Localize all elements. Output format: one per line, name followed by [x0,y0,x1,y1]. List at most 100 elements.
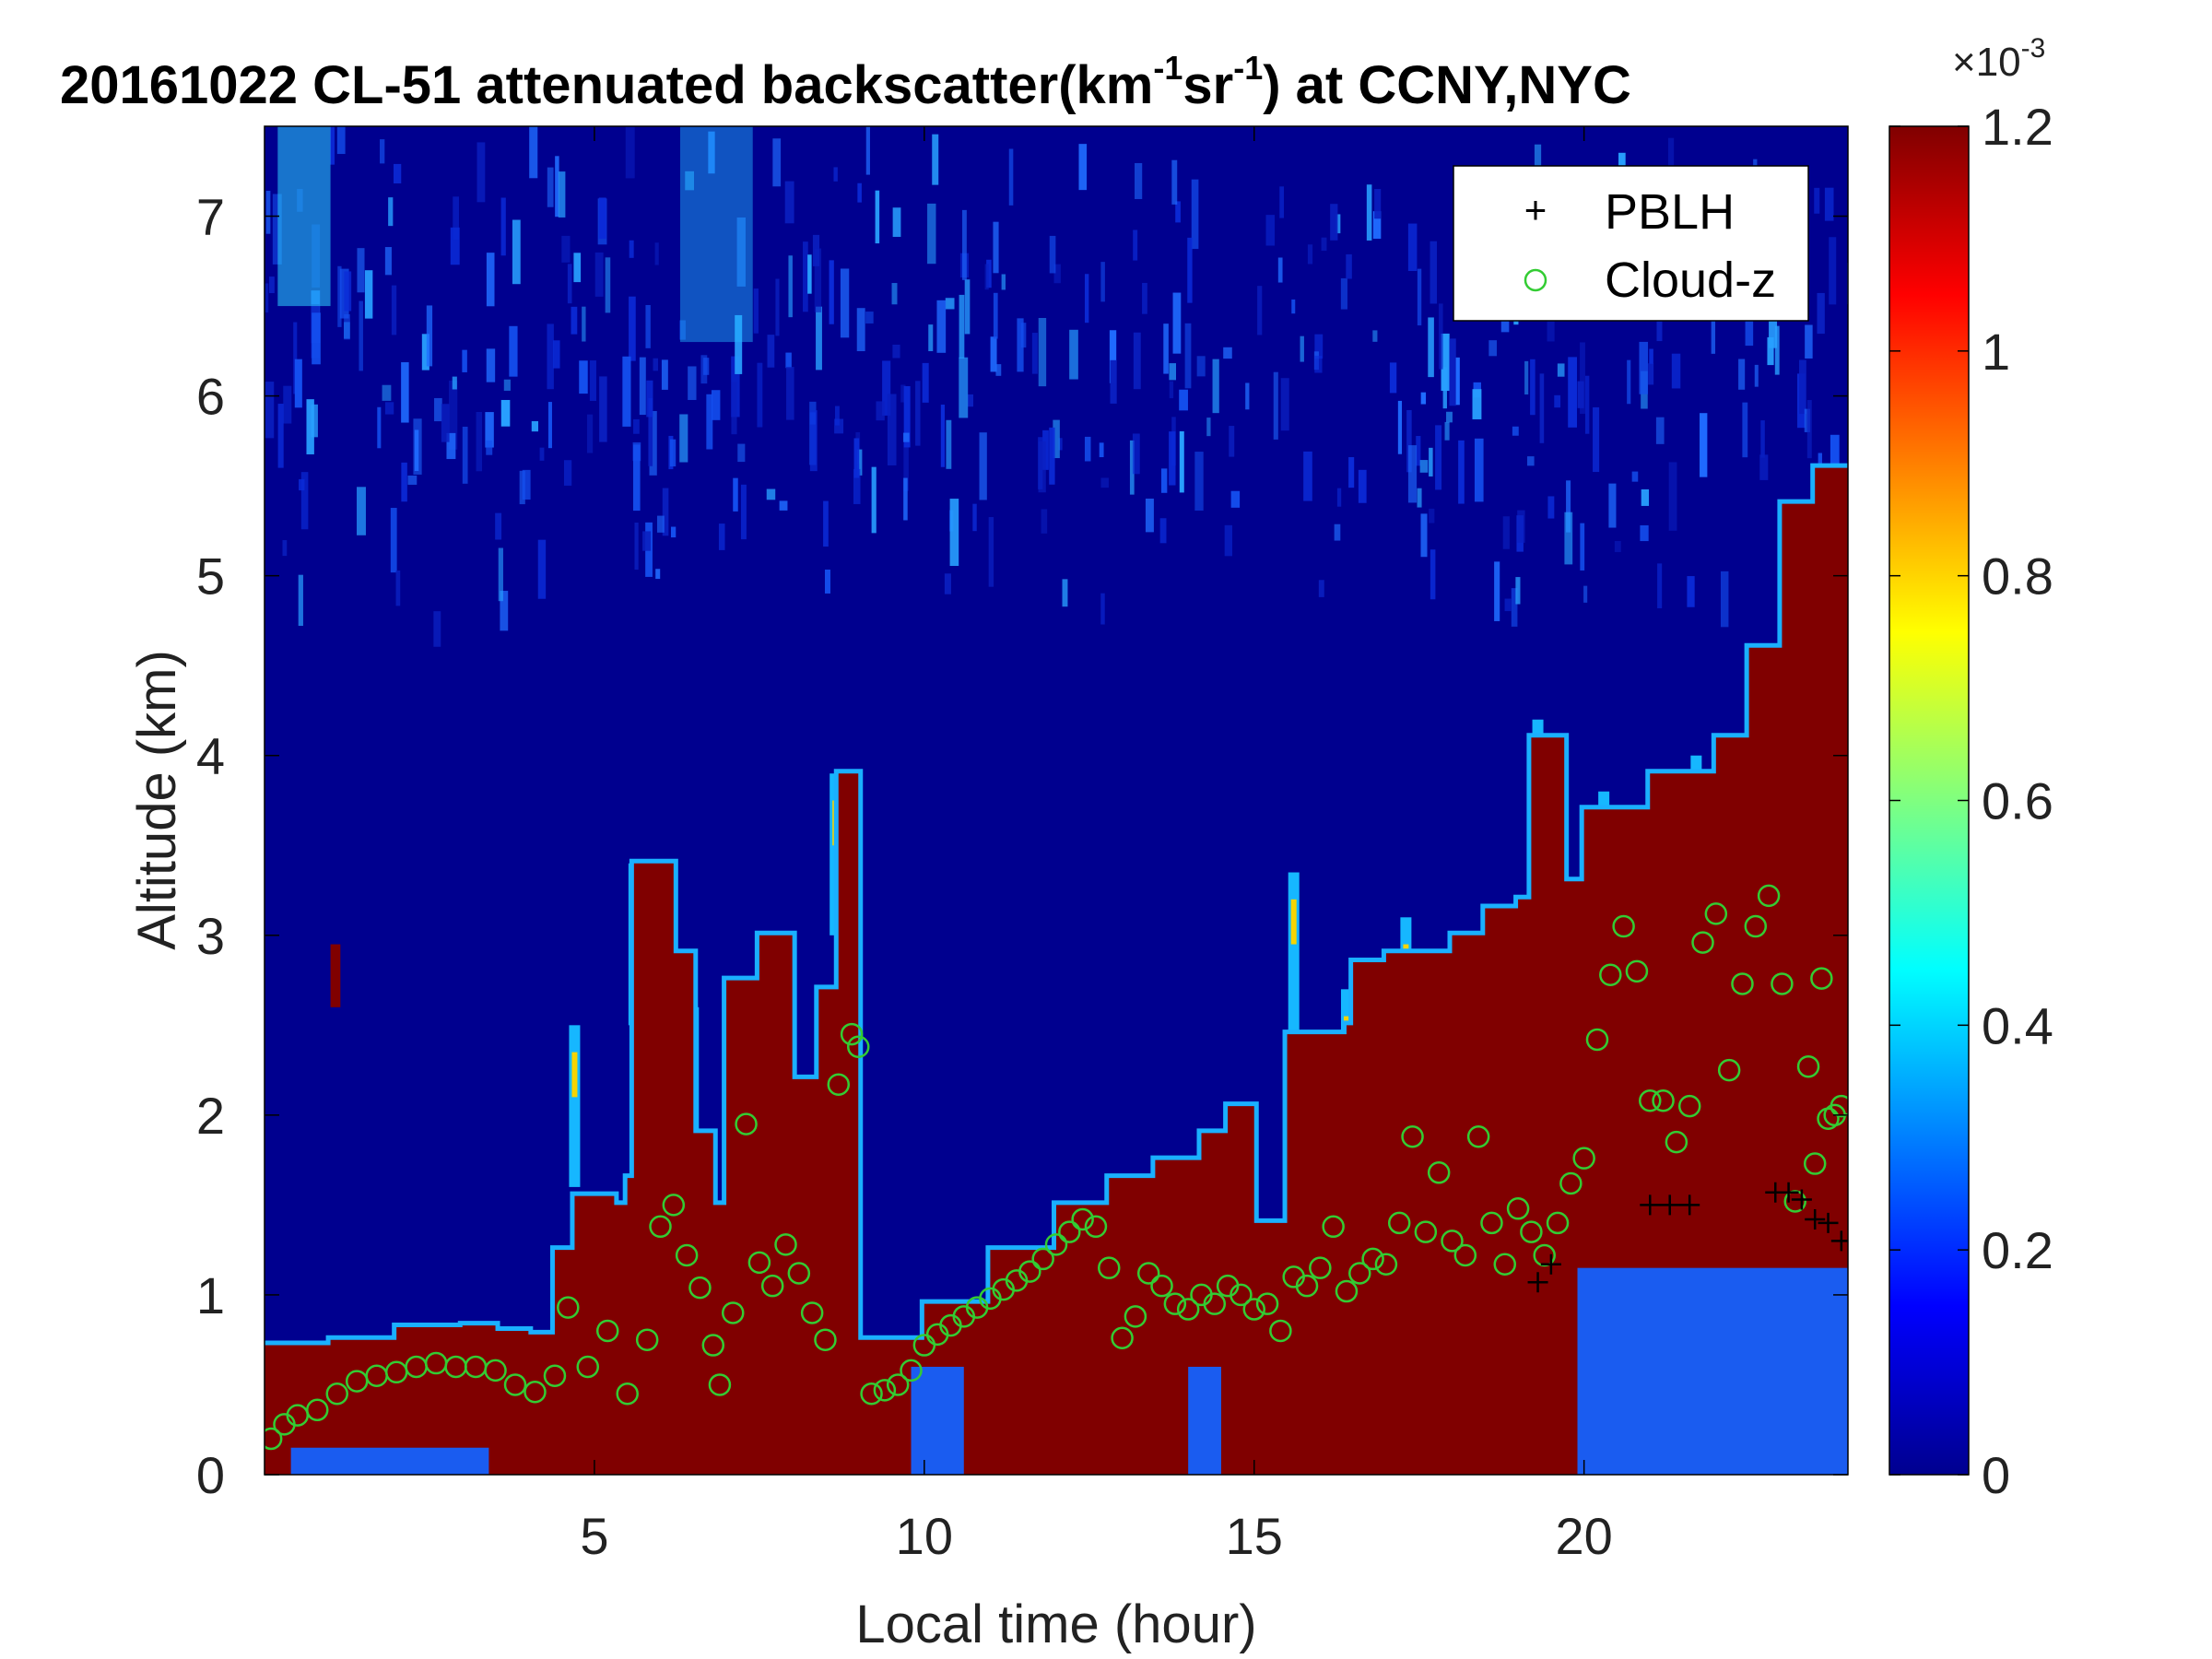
cloud-z-marker [1506,1197,1530,1220]
noise-streak [786,367,794,420]
cloud-z-marker [484,1359,507,1382]
noise-streak [486,440,493,455]
noise-streak [294,359,302,408]
noise-streak [1169,363,1177,381]
cloud-z-marker [1295,1274,1319,1298]
noise-streak [272,194,282,265]
noise-streak [856,308,865,352]
noise-streak [834,418,844,434]
noise-streak [384,247,392,276]
noise-streak [685,171,695,191]
noise-streak [298,574,303,627]
noise-streak [1335,214,1341,234]
cloud-z-marker [1652,1089,1675,1112]
cloud-z-marker [1677,1094,1701,1118]
noise-streak [718,524,725,550]
noise-streak [737,443,746,463]
noise-streak [1655,417,1665,444]
noise-streak [498,547,503,602]
noise-streak [1133,332,1141,390]
noise-streak [1372,330,1378,342]
noise-streak [414,429,419,472]
legend-cloud-marker [1524,268,1547,292]
noise-streak [1584,375,1590,434]
noise-streak [390,508,397,573]
noise-streak [1767,336,1774,366]
noise-streak [1580,342,1585,414]
noise-streak [1206,418,1211,437]
noise-streak [1583,585,1588,603]
cloud-z-marker [800,1301,824,1324]
noise-streak [357,248,365,293]
cloud-z-marker [1111,1326,1134,1349]
noise-streak [1109,330,1117,383]
noise-streak [767,335,775,368]
noise-streak [1280,378,1289,431]
noise-streak [809,410,818,472]
cloud-z-marker [306,1398,329,1422]
noise-streak [629,296,636,361]
colorbar-gradient [1888,125,1970,1476]
noise-streak [740,484,747,540]
noise-streak [537,539,547,599]
noise-streak [733,477,738,512]
noise-streak [940,405,945,467]
cloud-z-marker [1612,914,1635,938]
noise-streak [1429,447,1433,477]
cloud-z-marker [1269,1319,1292,1343]
noise-streak [547,324,554,390]
noise-streak [1053,264,1061,284]
colorbar-tick-label: 0.4 [1982,996,2053,1054]
noise-streak [1175,201,1181,223]
y-tick-label: 1 [196,1266,225,1324]
noise-streak [986,259,992,288]
noise-streak [553,340,560,369]
pblh-marker [1527,1272,1548,1293]
noise-streak [1099,442,1104,458]
colorbar-tick-label: 0.2 [1982,1221,2053,1279]
cloud-z-marker [760,1274,784,1298]
noise-streak [649,410,657,476]
noise-streak [1614,541,1621,553]
noise-streak [1230,490,1241,508]
noise-streak [1049,427,1055,485]
noise-streak [1133,229,1138,261]
cloud-z-marker [774,1233,797,1256]
noise-streak [1307,244,1313,265]
legend-pblh-marker: + [1524,188,1547,231]
noise-streak [1053,419,1060,459]
cloud-z-marker [1163,1292,1187,1315]
noise-streak [1069,329,1078,380]
noise-streak [1078,144,1088,191]
noise-streak [853,468,861,504]
noise-streak [393,163,402,184]
noise-streak [1649,348,1653,364]
noise-streak [922,362,929,403]
y-tick-label: 4 [196,727,225,785]
noise-streak [1648,363,1654,385]
cloud-z-marker [1071,1207,1094,1231]
noise-streak [1223,347,1232,359]
noise-streak [1314,334,1324,359]
pblh-marker [1540,1253,1561,1275]
noise-streak [1829,237,1837,305]
cloud-z-marker [886,1373,910,1396]
noise-streak [1720,571,1729,628]
noise-streak [979,432,987,500]
noise-streak [990,336,997,372]
noise-streak [882,360,891,416]
cloud-z-marker [662,1194,686,1217]
cloud-z-marker [873,1379,897,1402]
noise-streak [268,276,275,294]
upper-noise-layer [265,126,1848,647]
noise-streak [1340,277,1347,310]
cloud-z-marker [1203,1292,1227,1315]
cloud-z-marker [1401,1125,1424,1148]
noise-streak [1449,338,1456,406]
x-tick-label: 20 [1556,1507,1613,1565]
noise-streak [1474,438,1484,502]
noise-streak [1444,421,1450,441]
pblh-marker [1805,1209,1826,1230]
noise-streak [936,300,947,353]
pblh-marker [1830,1230,1848,1252]
